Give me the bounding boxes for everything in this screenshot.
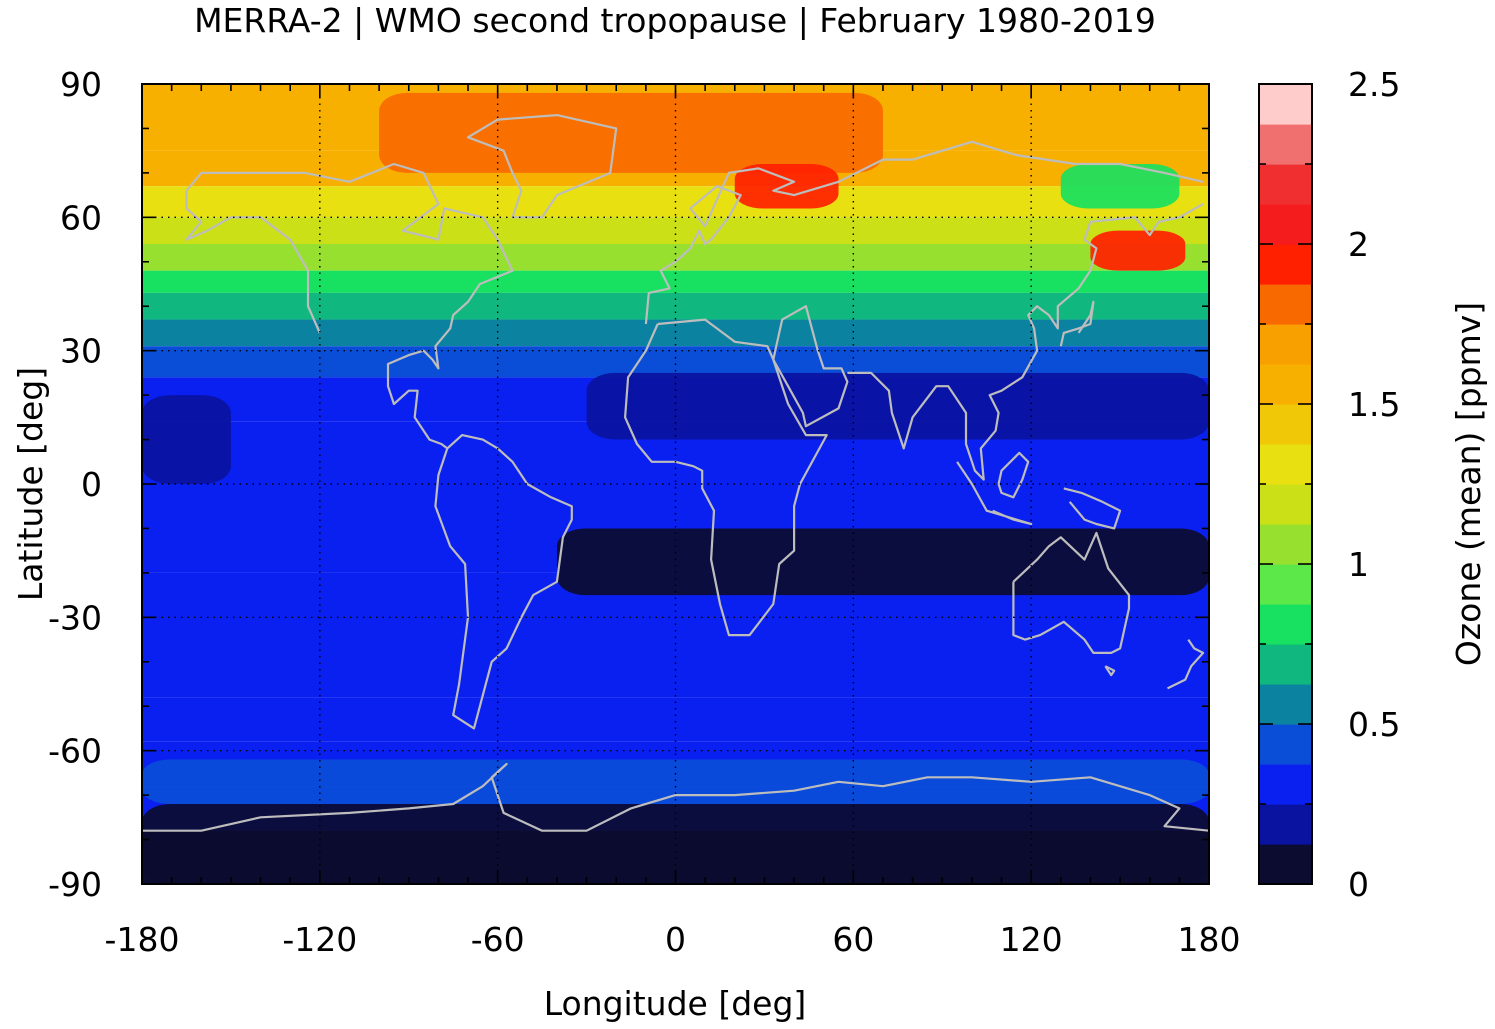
colorbar-swatch: [1259, 684, 1312, 725]
ozone-features: [142, 92, 1209, 884]
colorbar-swatch: [1259, 644, 1312, 685]
colorbar-swatch: [1259, 444, 1312, 485]
x-tick-label: -60: [471, 920, 525, 959]
colorbar: [1259, 84, 1312, 885]
colorbar-tick-label: 0: [1348, 865, 1369, 904]
colorbar-swatch: [1259, 204, 1312, 245]
coastline: [1104, 665, 1116, 677]
coastline: [185, 162, 573, 730]
coastline: [185, 190, 321, 334]
y-tick-label: 30: [60, 332, 102, 371]
colorbar-swatch: [1259, 764, 1312, 805]
coastline: [1059, 300, 1095, 347]
y-tick-label: 90: [60, 65, 102, 104]
colorbar-tick-label: 1: [1348, 545, 1369, 584]
colorbar-swatch: [1259, 244, 1312, 285]
coastline: [1063, 487, 1122, 530]
y-tick-label: 0: [81, 465, 102, 504]
ozone-feature: [586, 372, 1209, 440]
ozone-band: [142, 319, 1209, 347]
grid-lines: [142, 84, 1209, 884]
y-tick-label: -30: [48, 598, 102, 637]
coastlines: [142, 114, 1209, 832]
colorbar-swatch: [1259, 724, 1312, 765]
x-tick-label: 120: [1000, 920, 1063, 959]
colorbar-tick-label: 2: [1348, 225, 1369, 264]
y-tick-label: -90: [48, 865, 102, 904]
colorbar-swatch: [1259, 324, 1312, 365]
y-tick-label: 60: [60, 198, 102, 237]
colorbar-tick-label: 2.5: [1348, 65, 1400, 104]
colorbar-tick-label: 0.5: [1348, 705, 1400, 744]
colorbar-swatch: [1259, 84, 1312, 125]
coastline: [624, 318, 828, 637]
ozone-feature: [1060, 164, 1180, 209]
axis-ticks: [141, 83, 1210, 885]
x-tick-label: -120: [282, 920, 357, 959]
coastline: [956, 461, 1033, 526]
colorbar-swatch: [1259, 804, 1312, 845]
colorbar-ticks: 2.5 2 1.5 1 0.5 0: [1259, 65, 1400, 904]
x-tick-label: 0: [665, 920, 686, 959]
x-tick-label: 180: [1178, 920, 1241, 959]
colorbar-swatch: [1259, 164, 1312, 205]
plot-area: [142, 84, 1209, 884]
colorbar-swatch: [1259, 364, 1312, 405]
coastline: [1012, 531, 1131, 654]
coastline: [847, 203, 1204, 481]
x-axis-label: Longitude [deg]: [544, 984, 807, 1023]
y-tick-label: -60: [48, 732, 102, 771]
colorbar-tick-label: 1.5: [1348, 385, 1400, 424]
colorbar-swatch: [1259, 524, 1312, 565]
colorbar-swatch: [1259, 284, 1312, 325]
y-axis-label: Latitude [deg]: [11, 367, 50, 601]
ozone-feature: [142, 759, 1209, 804]
x-tick-label: -180: [105, 920, 180, 959]
colorbar-swatch: [1259, 564, 1312, 605]
ozone-feature: [556, 528, 1209, 596]
ozone-feature: [142, 804, 1209, 884]
ozone-feature: [734, 164, 839, 209]
chart-title: MERRA-2 | WMO second tropopause | Februa…: [194, 1, 1156, 40]
ozone-feature: [142, 395, 231, 484]
coastline: [772, 305, 849, 428]
ozone-feature: [1090, 230, 1186, 271]
colorbar-swatch: [1259, 124, 1312, 165]
coastline: [1167, 638, 1205, 690]
x-tick-label: 60: [832, 920, 874, 959]
colorbar-swatch: [1259, 844, 1312, 885]
colorbar-swatch: [1259, 404, 1312, 445]
coastline: [142, 762, 1209, 832]
ozone-band: [142, 270, 1209, 293]
coastline: [997, 451, 1030, 499]
colorbar-swatch: [1259, 604, 1312, 645]
colorbar-label: Ozone (mean) [ppmv]: [1449, 302, 1488, 666]
x-tick-labels: -180 -120 -60 0 60 120 180: [105, 920, 1241, 959]
coastline: [644, 140, 1204, 325]
ozone-feature: [379, 92, 883, 173]
colorbar-swatch: [1259, 484, 1312, 525]
y-tick-labels: 90 60 30 0 -30 -60 -90: [48, 65, 102, 904]
coastline: [466, 114, 618, 219]
